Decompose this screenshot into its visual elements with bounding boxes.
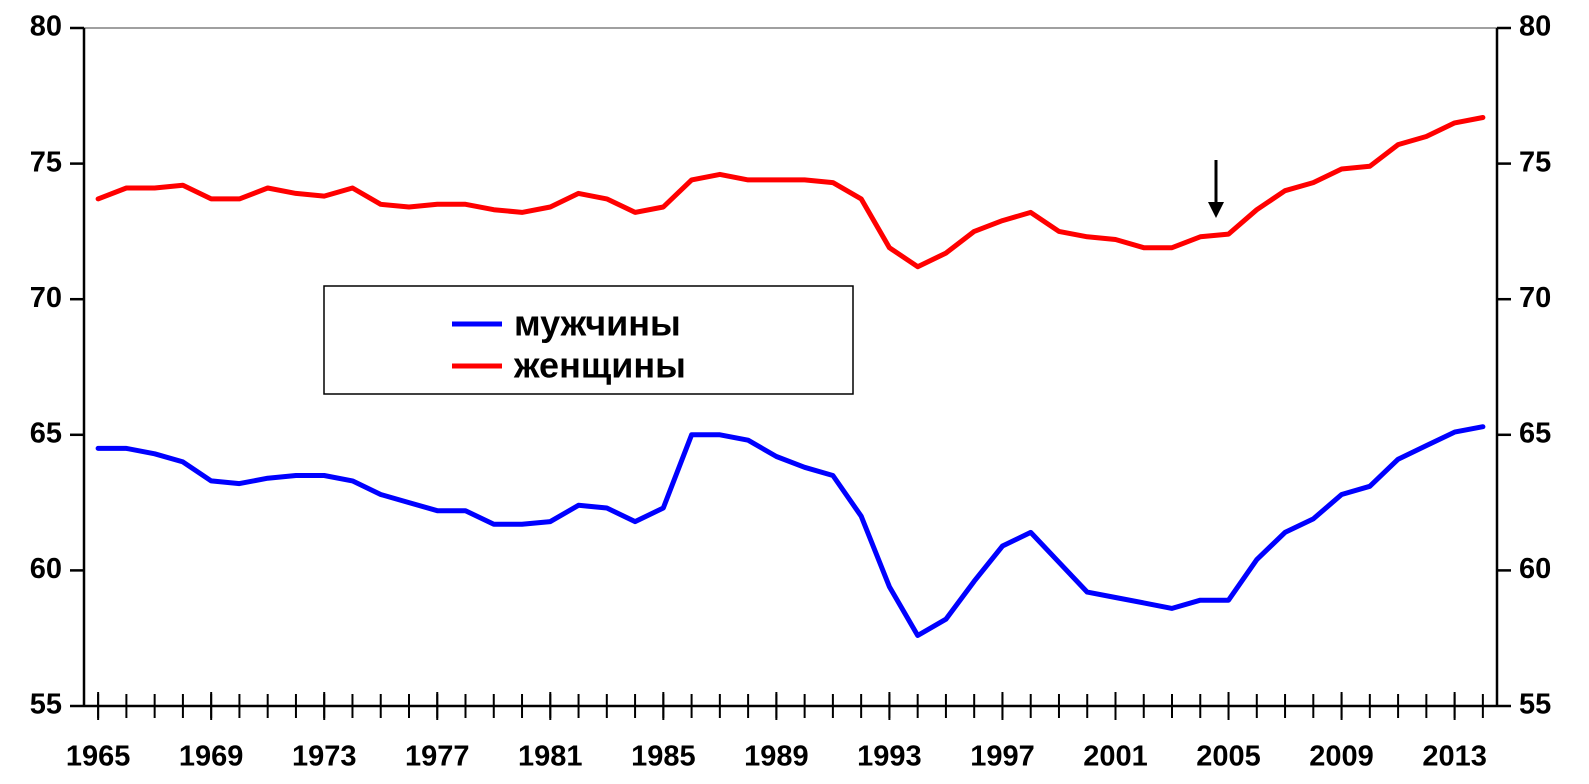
- y-tick-label: 75: [30, 146, 62, 178]
- x-tick-label: 1997: [970, 741, 1035, 773]
- x-tick-label: 1965: [66, 741, 131, 773]
- y2-tick-label: 75: [1519, 146, 1551, 178]
- x-tick-label: 1969: [179, 741, 244, 773]
- y-tick-label: 60: [30, 553, 62, 585]
- marks: [95, 115, 1486, 638]
- x-tick-label: 2009: [1309, 741, 1374, 773]
- y-tick-label: 70: [30, 282, 62, 314]
- x-tick-label: 1977: [405, 741, 470, 773]
- y-tick-label: 80: [30, 11, 62, 43]
- series-line: [95, 424, 1486, 638]
- y-tick-label: 55: [30, 689, 62, 721]
- x-tick-label: 2013: [1422, 741, 1487, 773]
- y2-tick-label: 80: [1519, 11, 1551, 43]
- x-tick-label: 1985: [631, 741, 696, 773]
- x-tick-label: 1993: [857, 741, 922, 773]
- y2-tick-label: 65: [1519, 417, 1551, 449]
- annotation-arrow: [1208, 160, 1224, 218]
- y2-tick-label: 70: [1519, 282, 1551, 314]
- x-tick-label: 2005: [1196, 741, 1261, 773]
- x-tick-label: 2001: [1083, 741, 1148, 773]
- x-tick-label: 1981: [518, 741, 583, 773]
- x-tick-label: 1973: [292, 741, 357, 773]
- series-line: [95, 115, 1486, 270]
- legend-label: женщины: [513, 345, 686, 386]
- legend-label: мужчины: [514, 303, 681, 344]
- legend-box: [323, 285, 854, 395]
- x-tick-label: 1989: [744, 741, 809, 773]
- y-tick-label: 65: [30, 417, 62, 449]
- y2-tick-label: 60: [1519, 553, 1551, 585]
- y2-tick-label: 55: [1519, 689, 1551, 721]
